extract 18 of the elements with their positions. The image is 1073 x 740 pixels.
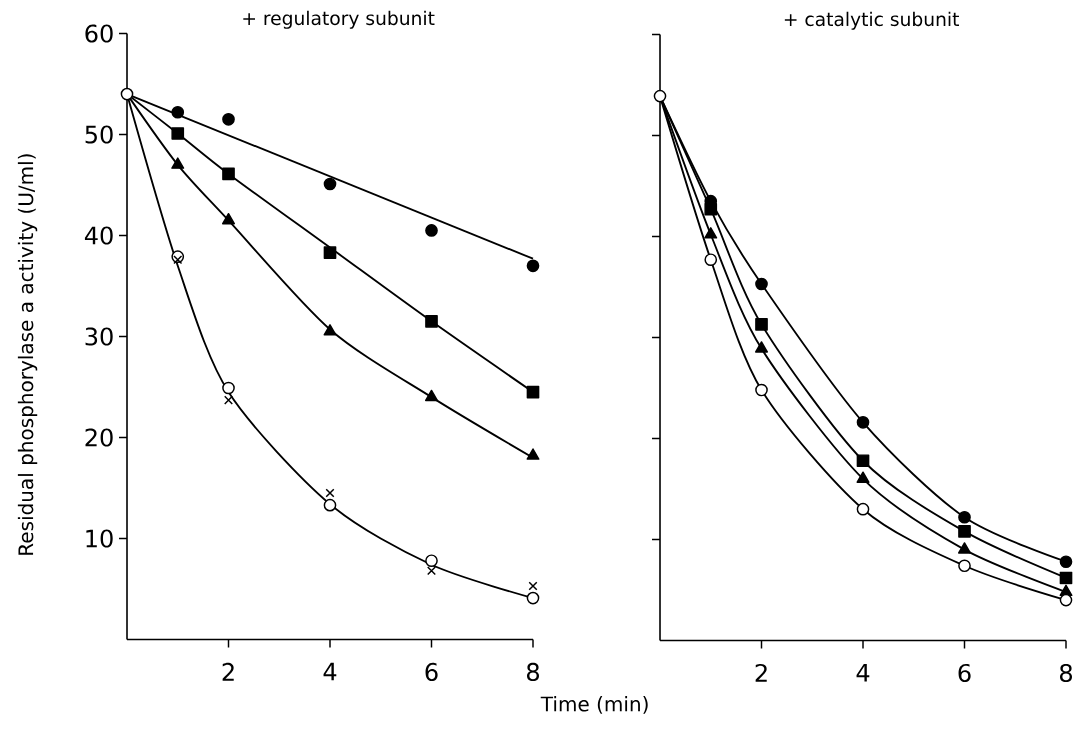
x-tick-label: 4 xyxy=(856,663,870,682)
x-axis-title: Time (min) xyxy=(540,696,648,714)
x-tick-label: 6 xyxy=(425,662,438,682)
chart-title: + catalytic subunit xyxy=(784,11,959,30)
x-tick-label: 6 xyxy=(958,663,971,683)
x-tick-label: 2 xyxy=(222,662,234,681)
y-tick-label: 50 xyxy=(85,125,113,144)
y-tick-label: 20 xyxy=(85,428,113,447)
y-tick-label: 30 xyxy=(85,327,113,346)
y-tick-label: 40 xyxy=(84,226,113,245)
x-tick-label: 2 xyxy=(755,663,767,682)
chart-title: + regulatory subunit xyxy=(243,10,435,29)
x-tick-label: 4 xyxy=(323,662,337,681)
x-tick-label: 8 xyxy=(1060,663,1072,683)
x-tick-label: 8 xyxy=(526,662,539,682)
y-tick-label: 10 xyxy=(86,529,113,548)
y-axis-title: Residual phosphorylase a activity (U/ml) xyxy=(17,154,38,555)
y-tick-label: 60 xyxy=(85,24,113,43)
